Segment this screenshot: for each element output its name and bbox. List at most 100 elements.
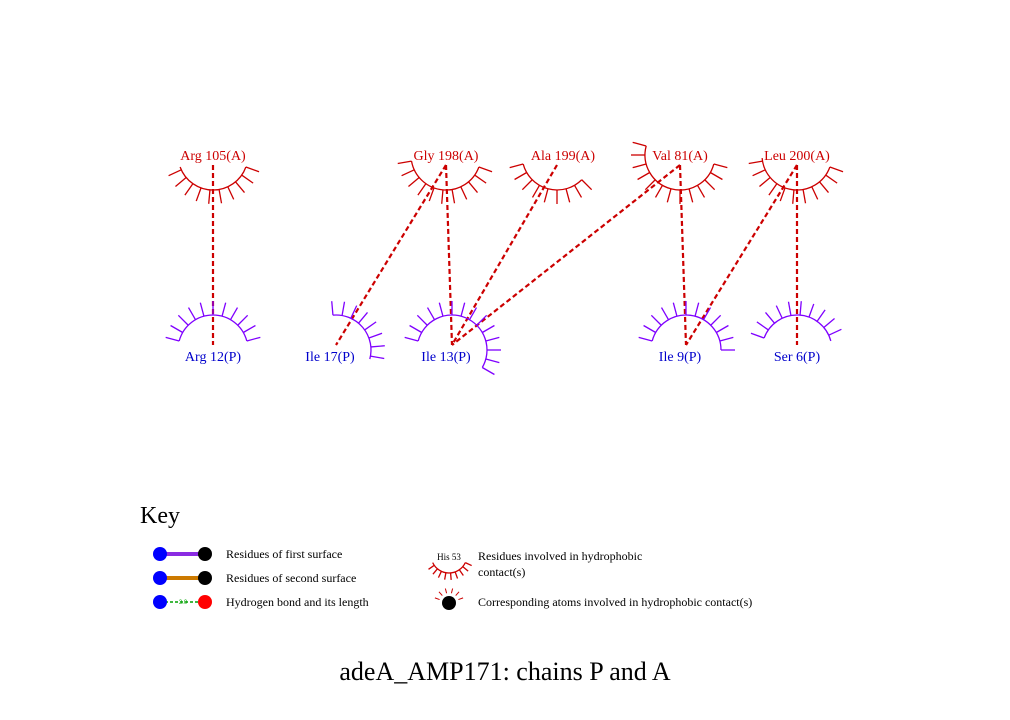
- arc-leu200-a-spike: [768, 183, 778, 196]
- arc-ala199-a-spike: [531, 184, 541, 198]
- key-legend: Key Residues of first surface Residues o…: [140, 503, 752, 610]
- arc-arg12-p-curve: [178, 314, 248, 342]
- key-atoms-text: Corresponding atoms involved in hydropho…: [478, 595, 752, 609]
- arc-arg12-p-spike: [165, 336, 180, 342]
- residue-label-ile13-p: Ile 13(P): [421, 350, 471, 365]
- arc-ile13-p: [404, 301, 501, 376]
- arc-val81-a-spike: [654, 184, 664, 198]
- arc-ile17-p-curve: [332, 314, 372, 360]
- arc-arg105-a-spike: [184, 183, 194, 196]
- arc-ile13-p-curve: [417, 314, 488, 368]
- arc-gly198-a: [397, 160, 493, 204]
- key-hydrophobic-arc-spike: [465, 562, 472, 567]
- arc-arg12-p-spike: [221, 302, 227, 317]
- contact-line: [335, 164, 447, 346]
- arc-ile13-p-spike: [476, 314, 488, 326]
- arc-leu200-a-spike: [811, 186, 819, 200]
- arc-ile9-p-spike: [660, 307, 670, 321]
- contact-line: [451, 164, 558, 346]
- arc-ile17-p-spike: [370, 355, 385, 360]
- hydrophobic-atom-ray: [450, 588, 454, 594]
- hydrophobic-atom-ray: [458, 597, 464, 601]
- arc-ser6-p-spike: [765, 312, 776, 324]
- arc-ile9-p-spike: [719, 336, 734, 342]
- arc-val81-a-curve: [644, 145, 715, 191]
- contact-line: [685, 164, 798, 346]
- arc-ile9-p-spike: [710, 314, 722, 326]
- arc-ile13-p-spike: [481, 366, 495, 376]
- arc-ile17-p-spike: [368, 332, 383, 339]
- chain-p-residue-arcs: [165, 301, 842, 376]
- key-first-surface-text: Residues of first surface: [226, 547, 342, 561]
- arc-val81-a-spike: [666, 188, 672, 203]
- chain-a-residue-arcs: [168, 141, 844, 204]
- arc-ile9-p-spike: [643, 324, 657, 334]
- contact-line: [678, 164, 688, 346]
- key-hydrophobic-arc-spike: [454, 571, 459, 579]
- arc-ala199-a-spike: [521, 179, 533, 191]
- arc-ile13-p-spike: [481, 324, 495, 334]
- arc-arg12-p-spike: [199, 302, 205, 317]
- residue-label-val81-a: Val 81(A): [652, 149, 708, 164]
- arc-ile17-p-spike: [364, 321, 377, 331]
- arc-arg12-p-spike: [229, 307, 239, 321]
- arc-ile17-p-spike: [331, 301, 334, 316]
- residue-label-arg105-a: Arg 105(A): [180, 149, 246, 164]
- arc-ile9-p-spike: [715, 324, 729, 334]
- arc-ile9-p: [638, 301, 735, 351]
- hydrophobic-example-label: His 53: [437, 552, 461, 562]
- second-surface-atom-black: [198, 571, 212, 585]
- arc-gly198-a-spike: [460, 186, 468, 200]
- hydrophobic-atom-ray: [434, 597, 440, 601]
- arc-gly198-a-spike: [417, 183, 427, 196]
- arc-ser6-p-spike: [823, 318, 835, 329]
- arc-ile17-p-spike: [341, 301, 346, 316]
- arc-ser6-p-spike: [775, 305, 783, 319]
- arc-ser6-p-spike: [799, 301, 802, 316]
- residue-label-arg12-p: Arg 12(P): [185, 350, 241, 365]
- arc-leu200-a-spike: [779, 187, 786, 202]
- arc-arg105-a-spike: [234, 181, 245, 193]
- key-hydrophobic-arc-curve: [432, 562, 466, 574]
- arc-arg105-a-spike: [227, 186, 235, 200]
- arc-ala199-a-spike: [514, 171, 528, 181]
- arc-gly198-a-spike: [478, 166, 493, 173]
- arc-arg105-a-spike: [175, 176, 187, 187]
- residue-label-ile17-p: Ile 17(P): [305, 350, 355, 365]
- arc-ile9-p-spike: [672, 302, 678, 317]
- arc-ile13-p-spike: [468, 307, 478, 321]
- arc-arg105-a-spike: [241, 174, 254, 184]
- arc-arg12-p-spike: [177, 314, 189, 326]
- key-hydrophobic-text-2: contact(s): [478, 565, 525, 579]
- arc-ile17-p-spike: [370, 345, 385, 348]
- arc-ile13-p-spike: [485, 336, 500, 342]
- arc-leu200-a-spike: [748, 160, 763, 165]
- key-hydrophobic-arc: [428, 562, 472, 580]
- arc-arg105-a-spike: [168, 169, 182, 177]
- arc-ile17-p: [331, 301, 385, 360]
- arc-leu200-a-spike: [818, 181, 829, 193]
- residue-label-ile9-p: Ile 9(P): [659, 350, 702, 365]
- residue-label-leu200-a: Leu 200(A): [764, 149, 830, 164]
- hydrophobic-example-arc: [428, 562, 472, 580]
- arc-ser6-p-curve: [763, 314, 832, 342]
- key-hydrophobic-arc-spike: [458, 569, 464, 576]
- arc-arg12-p-spike: [246, 336, 261, 342]
- arc-val81-a-spike: [696, 184, 706, 198]
- key-second-surface-text: Residues of second surface: [226, 571, 356, 585]
- arc-arg12-p-spike: [242, 324, 256, 334]
- arc-gly198-a-spike: [428, 187, 435, 202]
- arc-gly198-a-spike: [451, 189, 456, 204]
- arc-gly198-a-spike: [401, 169, 415, 177]
- arc-ile9-p-spike: [650, 314, 662, 326]
- diagram-title: adeA_AMP171: chains P and A: [339, 657, 670, 686]
- arc-val81-a: [631, 141, 728, 204]
- arc-val81-a-spike: [704, 179, 716, 191]
- first-surface-atom-black: [198, 547, 212, 561]
- residue-label-gly198-a: Gly 198(A): [414, 149, 479, 164]
- arc-ser6-p-spike: [756, 321, 769, 331]
- arc-gly198-a-spike: [397, 160, 412, 165]
- arc-val81-a-spike: [632, 141, 647, 147]
- arc-gly198-a-spike: [441, 189, 444, 204]
